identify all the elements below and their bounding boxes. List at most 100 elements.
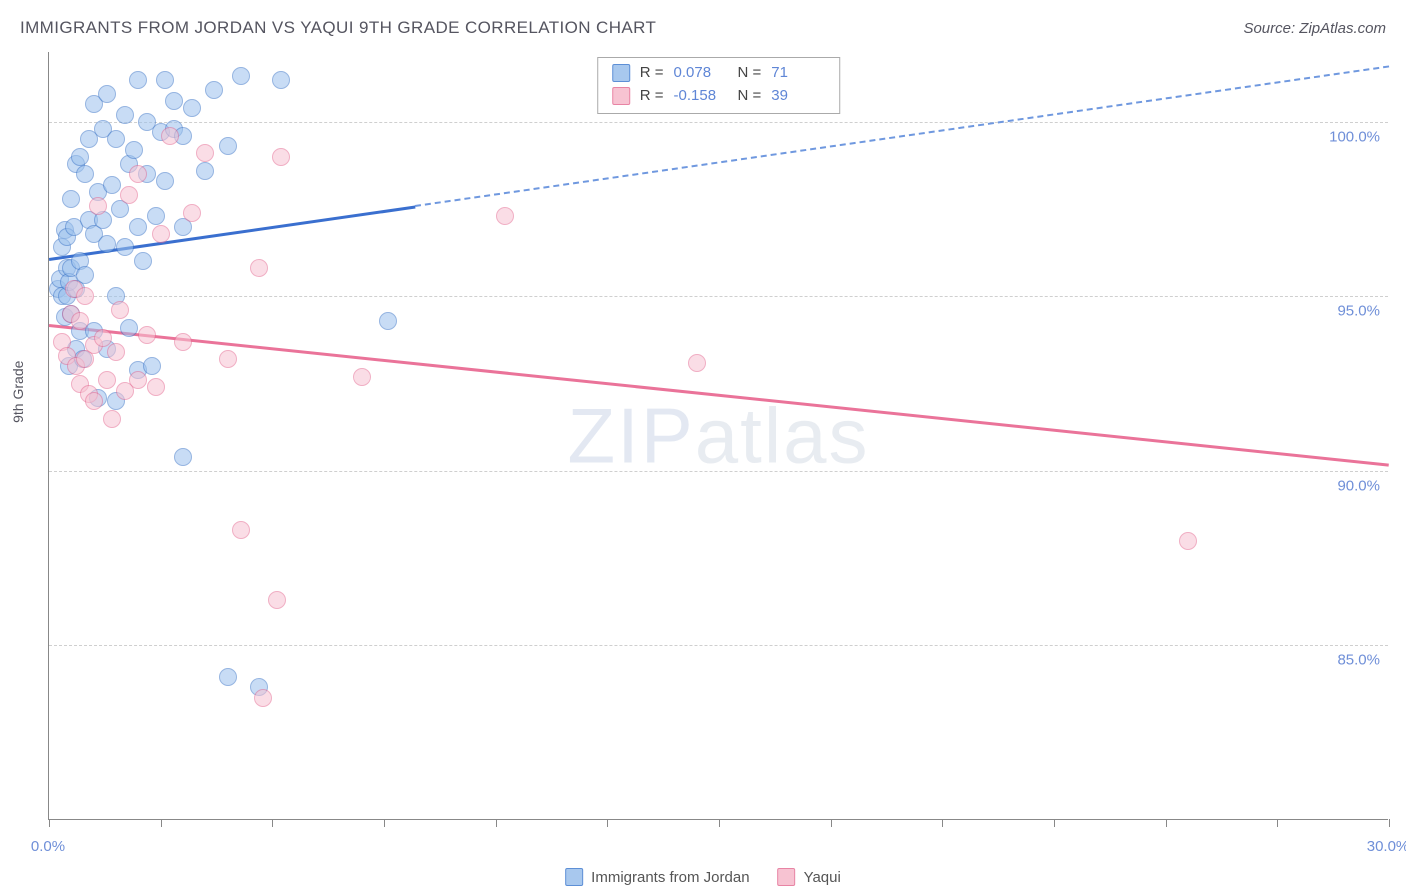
legend-r-value-blue: 0.078 [674,62,728,85]
data-point [196,144,214,162]
data-point [98,235,116,253]
data-point [379,312,397,330]
series-legend: Immigrants from Jordan Yaqui [565,868,841,886]
data-point [272,148,290,166]
watermark-thin: atlas [695,391,870,479]
data-point [219,668,237,686]
data-point [94,329,112,347]
data-point [134,252,152,270]
x-tick [831,819,832,827]
data-point [129,71,147,89]
chart-source: Source: ZipAtlas.com [1243,20,1386,37]
y-tick-label: 90.0% [1337,477,1380,494]
x-tick [1054,819,1055,827]
data-point [89,197,107,215]
gridline [49,471,1388,472]
data-point [71,148,89,166]
swatch-blue-icon [612,64,630,82]
data-point [272,71,290,89]
plot-area: ZIPatlas R = 0.078 N = 71 R = -0.158 N =… [48,52,1388,820]
data-point [156,172,174,190]
x-tick [496,819,497,827]
legend-item-pink: Yaqui [778,868,841,886]
data-point [219,350,237,368]
x-tick [607,819,608,827]
data-point [103,176,121,194]
gridline [49,645,1388,646]
data-point [107,343,125,361]
data-point [152,225,170,243]
data-point [129,218,147,236]
data-point [353,368,371,386]
gridline [49,122,1388,123]
data-point [250,259,268,277]
data-point [1179,532,1197,550]
swatch-blue-icon [565,868,583,886]
data-point [62,190,80,208]
x-tick [719,819,720,827]
data-point [165,92,183,110]
data-point [174,448,192,466]
gridline [49,296,1388,297]
x-tick [272,819,273,827]
data-point [111,301,129,319]
x-tick-label: 30.0% [1367,838,1406,855]
x-tick [161,819,162,827]
x-tick-label: 0.0% [31,838,65,855]
legend-label-blue: Immigrants from Jordan [591,869,749,886]
legend-n-value-blue: 71 [771,62,825,85]
legend-n-label: N = [738,85,762,108]
data-point [143,357,161,375]
data-point [98,85,116,103]
y-axis-label: 9th Grade [10,361,26,423]
data-point [129,371,147,389]
swatch-pink-icon [612,87,630,105]
legend-row-blue: R = 0.078 N = 71 [612,62,826,85]
data-point [496,207,514,225]
data-point [120,186,138,204]
data-point [107,130,125,148]
data-point [125,141,143,159]
x-tick [49,819,50,827]
data-point [76,165,94,183]
data-point [120,319,138,337]
legend-r-label: R = [640,62,664,85]
data-point [116,106,134,124]
data-point [254,689,272,707]
legend-r-label: R = [640,85,664,108]
data-point [147,378,165,396]
data-point [183,204,201,222]
x-tick [1389,819,1390,827]
data-point [71,312,89,330]
x-tick [1277,819,1278,827]
data-point [156,71,174,89]
data-point [138,326,156,344]
data-point [98,371,116,389]
x-tick [942,819,943,827]
data-point [174,333,192,351]
legend-n-label: N = [738,62,762,85]
chart-title: IMMIGRANTS FROM JORDAN VS YAQUI 9TH GRAD… [20,18,656,38]
watermark-bold: ZIP [567,391,694,479]
data-point [196,162,214,180]
legend-r-value-pink: -0.158 [674,85,728,108]
correlation-legend: R = 0.078 N = 71 R = -0.158 N = 39 [597,57,841,114]
swatch-pink-icon [778,868,796,886]
data-point [85,392,103,410]
data-point [116,238,134,256]
y-tick-label: 100.0% [1329,128,1380,145]
x-tick [1166,819,1167,827]
y-tick-label: 85.0% [1337,652,1380,669]
y-tick-label: 95.0% [1337,303,1380,320]
data-point [129,165,147,183]
data-point [688,354,706,372]
data-point [103,410,121,428]
data-point [183,99,201,117]
watermark: ZIPatlas [567,390,869,481]
data-point [205,81,223,99]
data-point [232,67,250,85]
data-point [76,287,94,305]
data-point [219,137,237,155]
trend-line [49,324,1389,466]
x-tick [384,819,385,827]
